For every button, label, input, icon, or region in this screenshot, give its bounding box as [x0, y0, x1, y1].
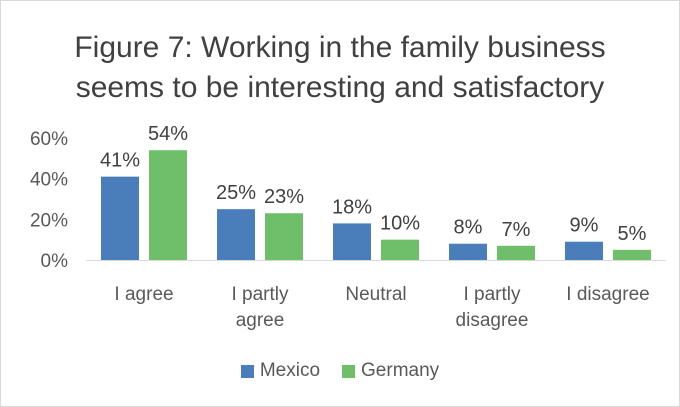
- data-label: 9%: [570, 215, 599, 237]
- y-tick-label: 0%: [41, 251, 69, 272]
- legend-item-mexico: Mexico: [240, 360, 321, 382]
- data-label: 18%: [332, 196, 372, 218]
- legend-label-germany: Germany: [361, 360, 440, 381]
- bar-germany: [613, 249, 651, 260]
- data-label: 54%: [148, 123, 188, 145]
- bar-mexico: [565, 241, 603, 260]
- x-tick-label: I disagree: [566, 284, 649, 305]
- legend-swatch-mexico: [240, 364, 254, 378]
- legend-swatch-germany: [342, 364, 356, 378]
- chart-title: Figure 7: Working in the family business…: [0, 28, 680, 108]
- bar-germany: [149, 150, 187, 260]
- data-label: 41%: [100, 150, 140, 172]
- legend-label-mexico: Mexico: [259, 360, 321, 381]
- data-label: 8%: [454, 217, 483, 239]
- bar-germany: [265, 213, 303, 260]
- data-label: 5%: [618, 223, 647, 245]
- x-tick-label: I partly: [463, 284, 521, 305]
- y-tick-label: 60%: [30, 129, 68, 150]
- x-tick-label: agree: [236, 310, 285, 331]
- x-tick-label: disagree: [456, 310, 529, 331]
- chart-title-line-2: seems to be interesting and satisfactory: [75, 71, 605, 104]
- y-tick-label: 40%: [30, 170, 68, 191]
- bar-mexico: [101, 176, 139, 260]
- data-label: 23%: [264, 186, 304, 208]
- chart-title-line-1: Figure 7: Working in the family business: [74, 31, 606, 64]
- x-tick-label: I agree: [114, 284, 173, 305]
- bar-mexico: [217, 209, 255, 260]
- bar-mexico: [333, 223, 371, 260]
- data-label: 10%: [380, 213, 420, 235]
- legend: Mexico Germany: [0, 360, 680, 382]
- x-tick-label: Neutral: [345, 284, 406, 305]
- y-tick-label: 20%: [30, 210, 68, 231]
- bar-mexico: [449, 243, 487, 260]
- bar-germany: [381, 239, 419, 260]
- x-tick-label: I partly: [231, 284, 289, 305]
- legend-item-germany: Germany: [342, 360, 439, 382]
- bar-germany: [497, 245, 535, 260]
- data-label: 25%: [216, 182, 256, 204]
- data-label: 7%: [502, 219, 531, 241]
